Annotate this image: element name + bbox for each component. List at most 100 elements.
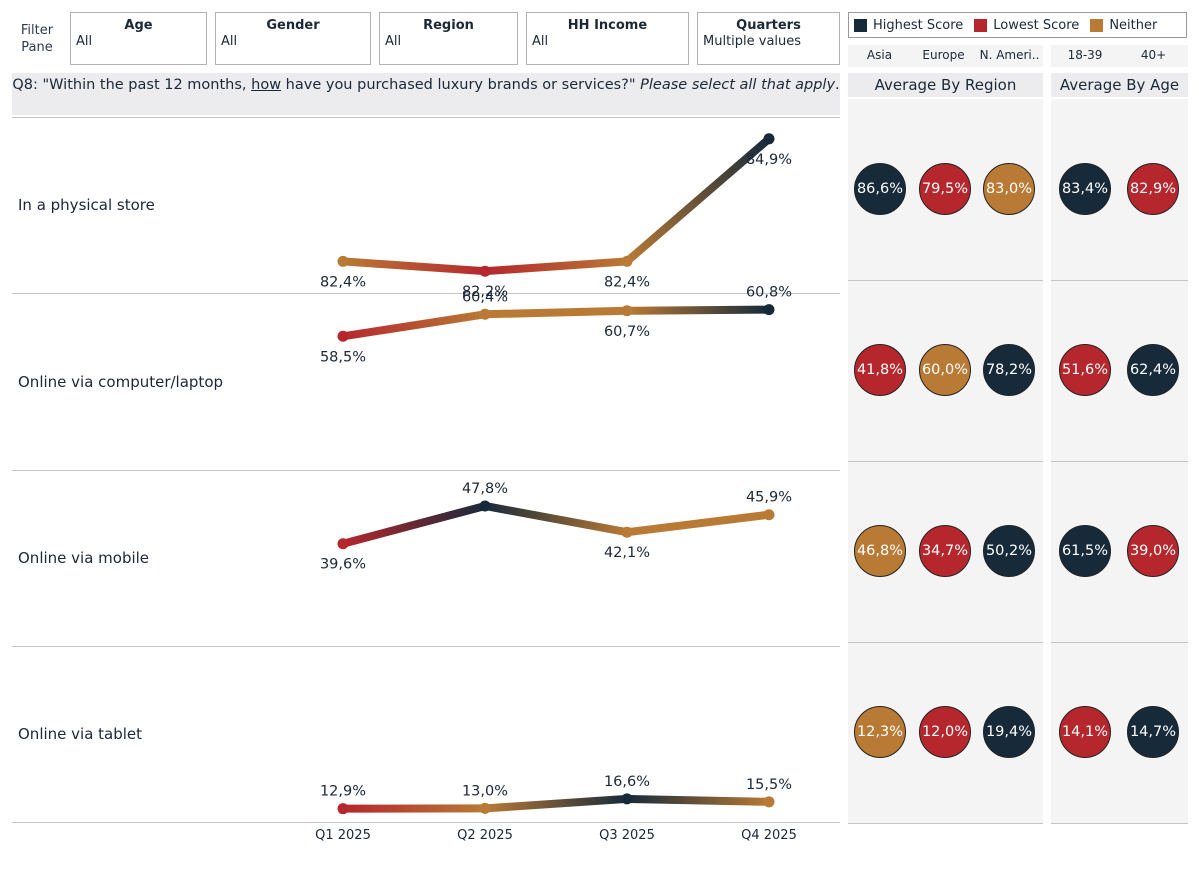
legend-label: Neither [1109,17,1158,33]
panel-divider [848,461,1043,462]
data-point[interactable] [621,526,633,538]
data-point[interactable] [479,500,491,512]
region-col-asia: Asia [866,48,893,62]
line-segment [339,257,489,276]
data-point[interactable] [479,308,491,320]
data-point[interactable] [479,265,491,277]
legend-item-neither[interactable]: Neither [1090,18,1157,33]
region-average-circle[interactable]: 83,0% [983,163,1035,215]
region-average-circle[interactable]: 34,7% [919,525,971,577]
region-average-circle[interactable]: 60,0% [919,344,971,396]
data-label: 82,2% [462,284,508,300]
data-label: 42,1% [604,545,650,561]
legend-item-highest[interactable]: Highest Score [854,18,963,33]
row-label-tablet: Online via tablet [18,725,143,743]
chart-row-series: 39,6% 47,8% 42,1% 45,9% [320,481,792,573]
data-label: 82,4% [604,274,650,290]
data-point[interactable] [763,133,775,145]
data-point[interactable] [621,255,633,267]
data-point[interactable] [337,538,349,550]
region-average-circle[interactable]: 19,4% [983,706,1035,758]
data-point[interactable] [763,304,775,316]
region-average-circle[interactable]: 79,5% [919,163,971,215]
data-label: 47,8% [462,481,508,497]
filter-title: HH Income [567,18,648,33]
data-point[interactable] [763,509,775,521]
filter-value[interactable]: Multiple values [703,34,802,49]
age-average-circle[interactable]: 83,4% [1059,163,1111,215]
age-col-40-plus: 40+ [1140,48,1167,62]
row-label-physical-store: In a physical store [18,196,155,214]
panel-divider [848,280,1043,281]
data-label: 58,5% [320,349,366,365]
panel-divider [1051,642,1188,643]
age-average-circle[interactable]: 82,9% [1127,163,1179,215]
region-col-europe: Europe [922,48,965,62]
data-point[interactable] [337,803,349,815]
filter-title: Quarters [736,18,801,33]
filter-region[interactable]: Region All [379,12,518,65]
row-divider [12,470,840,471]
data-point[interactable] [763,796,775,808]
question-header: Q8: "Within the past 12 months, how have… [12,73,840,115]
legend-label: Highest Score [873,17,964,33]
data-point[interactable] [337,255,349,267]
data-label: 13,0% [462,783,508,799]
panel-divider [1051,280,1188,281]
x-tick-label: Q4 2025 [741,828,797,843]
filter-value[interactable]: All [532,34,549,49]
filter-gender[interactable]: Gender All [215,12,371,65]
data-point[interactable] [621,793,633,805]
region-panel-title: Average By Region [848,73,1043,97]
x-tick-label: Q1 2025 [315,828,371,843]
filter-value[interactable]: All [76,34,93,49]
age-average-circle[interactable]: 14,7% [1127,706,1179,758]
region-average-circle[interactable]: 12,3% [854,706,906,758]
region-average-circle[interactable]: 50,2% [983,525,1035,577]
legend-swatch [1090,18,1104,32]
filter-title: Gender [266,18,320,33]
filter-value[interactable]: All [385,34,402,49]
chart-row-series: 12,9% 13,0% 16,6% 15,5% [320,774,792,815]
legend-item-lowest[interactable]: Lowest Score [974,18,1079,33]
question-underlined: how [251,77,282,93]
row-divider [12,117,840,118]
filter-quarters[interactable]: Quarters Multiple values [697,12,840,65]
chart-row-series: 58,5% 60,4% 60,7% 60,8% [320,285,792,366]
row-divider [12,293,840,294]
filter-pane-label: Filter Pane [20,23,54,55]
panel-divider [1051,823,1188,824]
line-segment [481,501,631,537]
filter-value[interactable]: All [221,34,238,49]
age-average-circle[interactable]: 14,1% [1059,706,1111,758]
data-point[interactable] [337,330,349,342]
data-point[interactable] [621,305,633,317]
region-column-headers: Asia Europe N. Ameri.. [848,45,1043,67]
panel-divider [848,823,1043,824]
row-divider [12,822,840,823]
filter-hh-income[interactable]: HH Income All [526,12,689,65]
age-average-circle[interactable]: 39,0% [1127,525,1179,577]
age-average-circle[interactable]: 51,6% [1059,344,1111,396]
x-tick-label: Q2 2025 [457,828,513,843]
region-average-circle[interactable]: 12,0% [919,706,971,758]
region-average-circle[interactable]: 41,8% [854,344,906,396]
age-average-circle[interactable]: 62,4% [1127,344,1179,396]
data-label: 82,4% [320,274,366,290]
region-col-n-america: N. Ameri.. [979,48,1040,62]
region-average-circle[interactable]: 46,8% [854,525,906,577]
color-legend: Highest Score Lowest Score Neither [848,12,1187,38]
data-point[interactable] [479,802,491,814]
line-segment [623,794,773,806]
filter-age[interactable]: Age All [70,12,207,65]
filter-title: Age [124,18,153,33]
age-col-18-39: 18-39 [1067,48,1103,62]
region-average-circle[interactable]: 78,2% [983,344,1035,396]
panel-divider [848,642,1043,643]
region-average-circle[interactable]: 86,6% [854,163,906,215]
legend-swatch [854,18,867,32]
data-label: 15,5% [746,777,792,793]
question-suffix: . [835,77,840,93]
age-average-circle[interactable]: 61,5% [1059,525,1111,577]
row-label-mobile: Online via mobile [18,549,150,567]
